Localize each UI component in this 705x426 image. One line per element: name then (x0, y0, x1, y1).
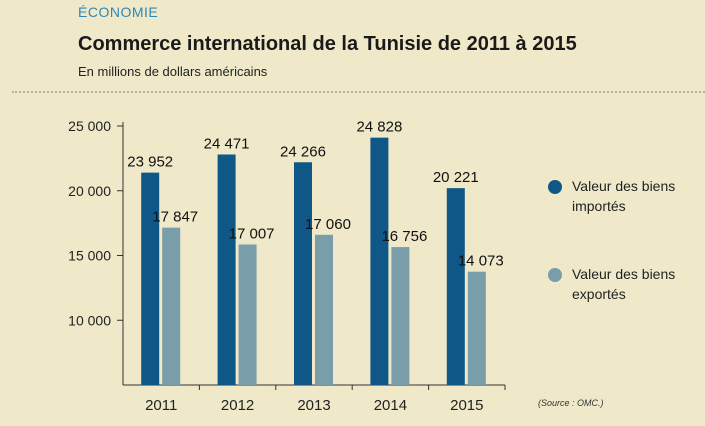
bar-exports-2015 (467, 271, 486, 385)
bar-exports-2012 (238, 244, 257, 385)
x-tick-label: 2011 (145, 397, 177, 414)
y-tick-label: 20 000 (68, 183, 111, 199)
bar-imports-2013 (294, 162, 312, 385)
dotted-divider (12, 91, 705, 93)
data-label: 23 952 (127, 154, 173, 171)
chart-title: Commerce international de la Tunisie de … (78, 33, 577, 55)
data-label: 17 060 (305, 216, 351, 233)
bar-imports-2011 (141, 172, 160, 385)
data-label: 14 073 (458, 253, 504, 270)
bar-exports-2011 (162, 227, 181, 385)
data-label: 16 756 (381, 228, 427, 245)
bar-imports-2015 (446, 188, 465, 385)
x-tick-label: 2015 (450, 397, 483, 414)
data-label: 24 828 (356, 119, 402, 136)
chart-subtitle: En millions de dollars américains (78, 64, 268, 79)
data-label: 17 847 (152, 209, 198, 226)
legend-label-imports: Valeur des biens importés (572, 178, 676, 214)
y-tick-label: 15 000 (68, 248, 111, 264)
data-label: 20 221 (433, 169, 479, 186)
x-tick-label: 2013 (297, 397, 330, 414)
source-note: (Source : OMC.) (538, 398, 604, 408)
legend-swatch-exports (548, 268, 562, 282)
data-label: 24 471 (204, 135, 250, 152)
data-label: 24 266 (280, 143, 326, 160)
x-tick-label: 2014 (374, 397, 407, 414)
bar-exports-2013 (315, 234, 333, 385)
bar-exports-2014 (391, 247, 410, 385)
section-label: ÉCONOMIE (78, 4, 159, 20)
bar-imports-2014 (370, 137, 389, 385)
y-tick-label: 25 000 (68, 118, 111, 134)
x-tick-label: 2012 (221, 397, 254, 414)
data-label: 17 007 (229, 225, 275, 242)
bar-imports-2012 (217, 154, 236, 385)
legend-label-exports: Valeur des biens exportés (572, 266, 676, 302)
legend-swatch-imports (548, 180, 562, 194)
y-tick-label: 10 000 (68, 312, 111, 328)
